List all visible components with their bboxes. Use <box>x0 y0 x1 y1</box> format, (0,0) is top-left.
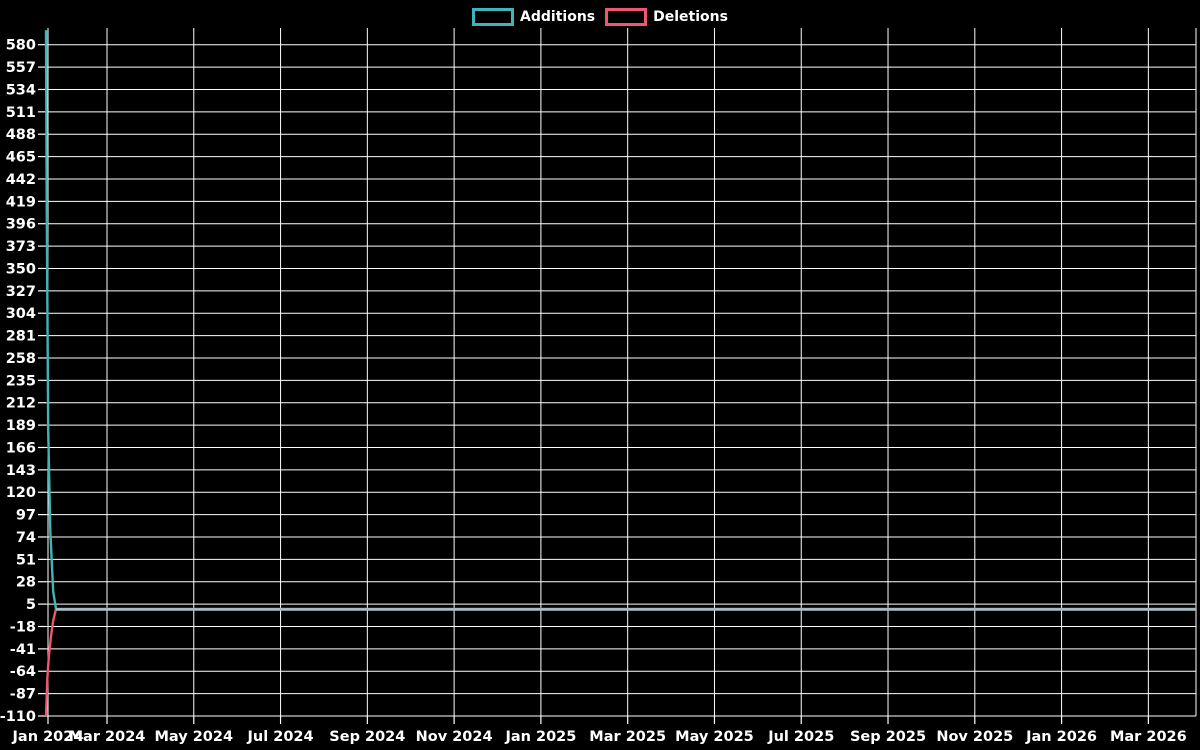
x-axis-label: May 2025 <box>675 729 754 745</box>
legend-label-deletions: Deletions <box>653 9 728 25</box>
y-axis-label: 51 <box>16 552 36 568</box>
x-axis-label: Jul 2025 <box>767 729 834 745</box>
x-axis-label: Mar 2024 <box>69 729 146 745</box>
y-axis-label: 212 <box>6 396 36 412</box>
y-axis-label: 281 <box>6 329 36 345</box>
x-axis-label: May 2024 <box>154 729 233 745</box>
y-axis-label: 396 <box>6 217 36 233</box>
x-axis-label: Jan 2026 <box>1025 729 1097 745</box>
y-axis-label: 97 <box>16 508 36 524</box>
y-axis-label: 189 <box>6 418 36 434</box>
y-axis-label: 235 <box>6 373 36 389</box>
additions-swatch-icon <box>472 8 515 26</box>
x-axis-label: Mar 2025 <box>589 729 666 745</box>
x-axis-label: Sep 2024 <box>329 729 405 745</box>
x-axis-label: Mar 2026 <box>1110 729 1187 745</box>
y-axis-label: 534 <box>6 82 36 98</box>
x-axis-label: Jan 2024 <box>12 729 84 745</box>
y-axis-label: 557 <box>6 60 36 76</box>
chart-legend: Additions Deletions <box>0 8 1200 26</box>
y-axis-label: 74 <box>16 530 36 546</box>
y-axis-label: 327 <box>6 284 36 300</box>
legend-label-additions: Additions <box>520 9 596 25</box>
x-axis-label: Jul 2024 <box>247 729 314 745</box>
y-axis-label: 419 <box>6 194 36 210</box>
y-axis-label: 580 <box>6 38 36 54</box>
y-axis-label: 304 <box>6 306 36 322</box>
y-axis-label: 143 <box>6 463 36 479</box>
x-axis-label: Sep 2025 <box>850 729 926 745</box>
y-axis-label: 120 <box>6 485 36 501</box>
y-axis-label: 350 <box>6 261 36 277</box>
legend-item-deletions[interactable]: Deletions <box>605 8 728 26</box>
additions-line <box>44 30 58 610</box>
y-axis-label: -87 <box>10 687 36 703</box>
y-axis-label: 442 <box>6 172 36 188</box>
y-axis-label: -64 <box>10 664 36 680</box>
x-axis-label: Jan 2025 <box>504 729 576 745</box>
y-axis-label: 258 <box>6 351 36 367</box>
y-axis-label: -41 <box>10 642 36 658</box>
legend-item-additions[interactable]: Additions <box>472 8 595 26</box>
y-axis-label: -18 <box>10 619 36 635</box>
y-axis-label: 5 <box>26 597 36 613</box>
deletions-swatch-icon <box>605 8 648 26</box>
deletions-line <box>44 607 1196 717</box>
y-axis-label: 465 <box>6 150 36 166</box>
y-axis-label: 488 <box>6 127 36 143</box>
y-axis-label: 373 <box>6 239 36 255</box>
x-axis-label: Nov 2025 <box>936 729 1013 745</box>
x-axis-label: Nov 2024 <box>416 729 493 745</box>
y-axis-label: 28 <box>16 575 36 591</box>
y-axis-label: -110 <box>0 709 36 725</box>
y-axis-label: 166 <box>6 440 36 456</box>
y-axis-label: 511 <box>6 105 36 121</box>
